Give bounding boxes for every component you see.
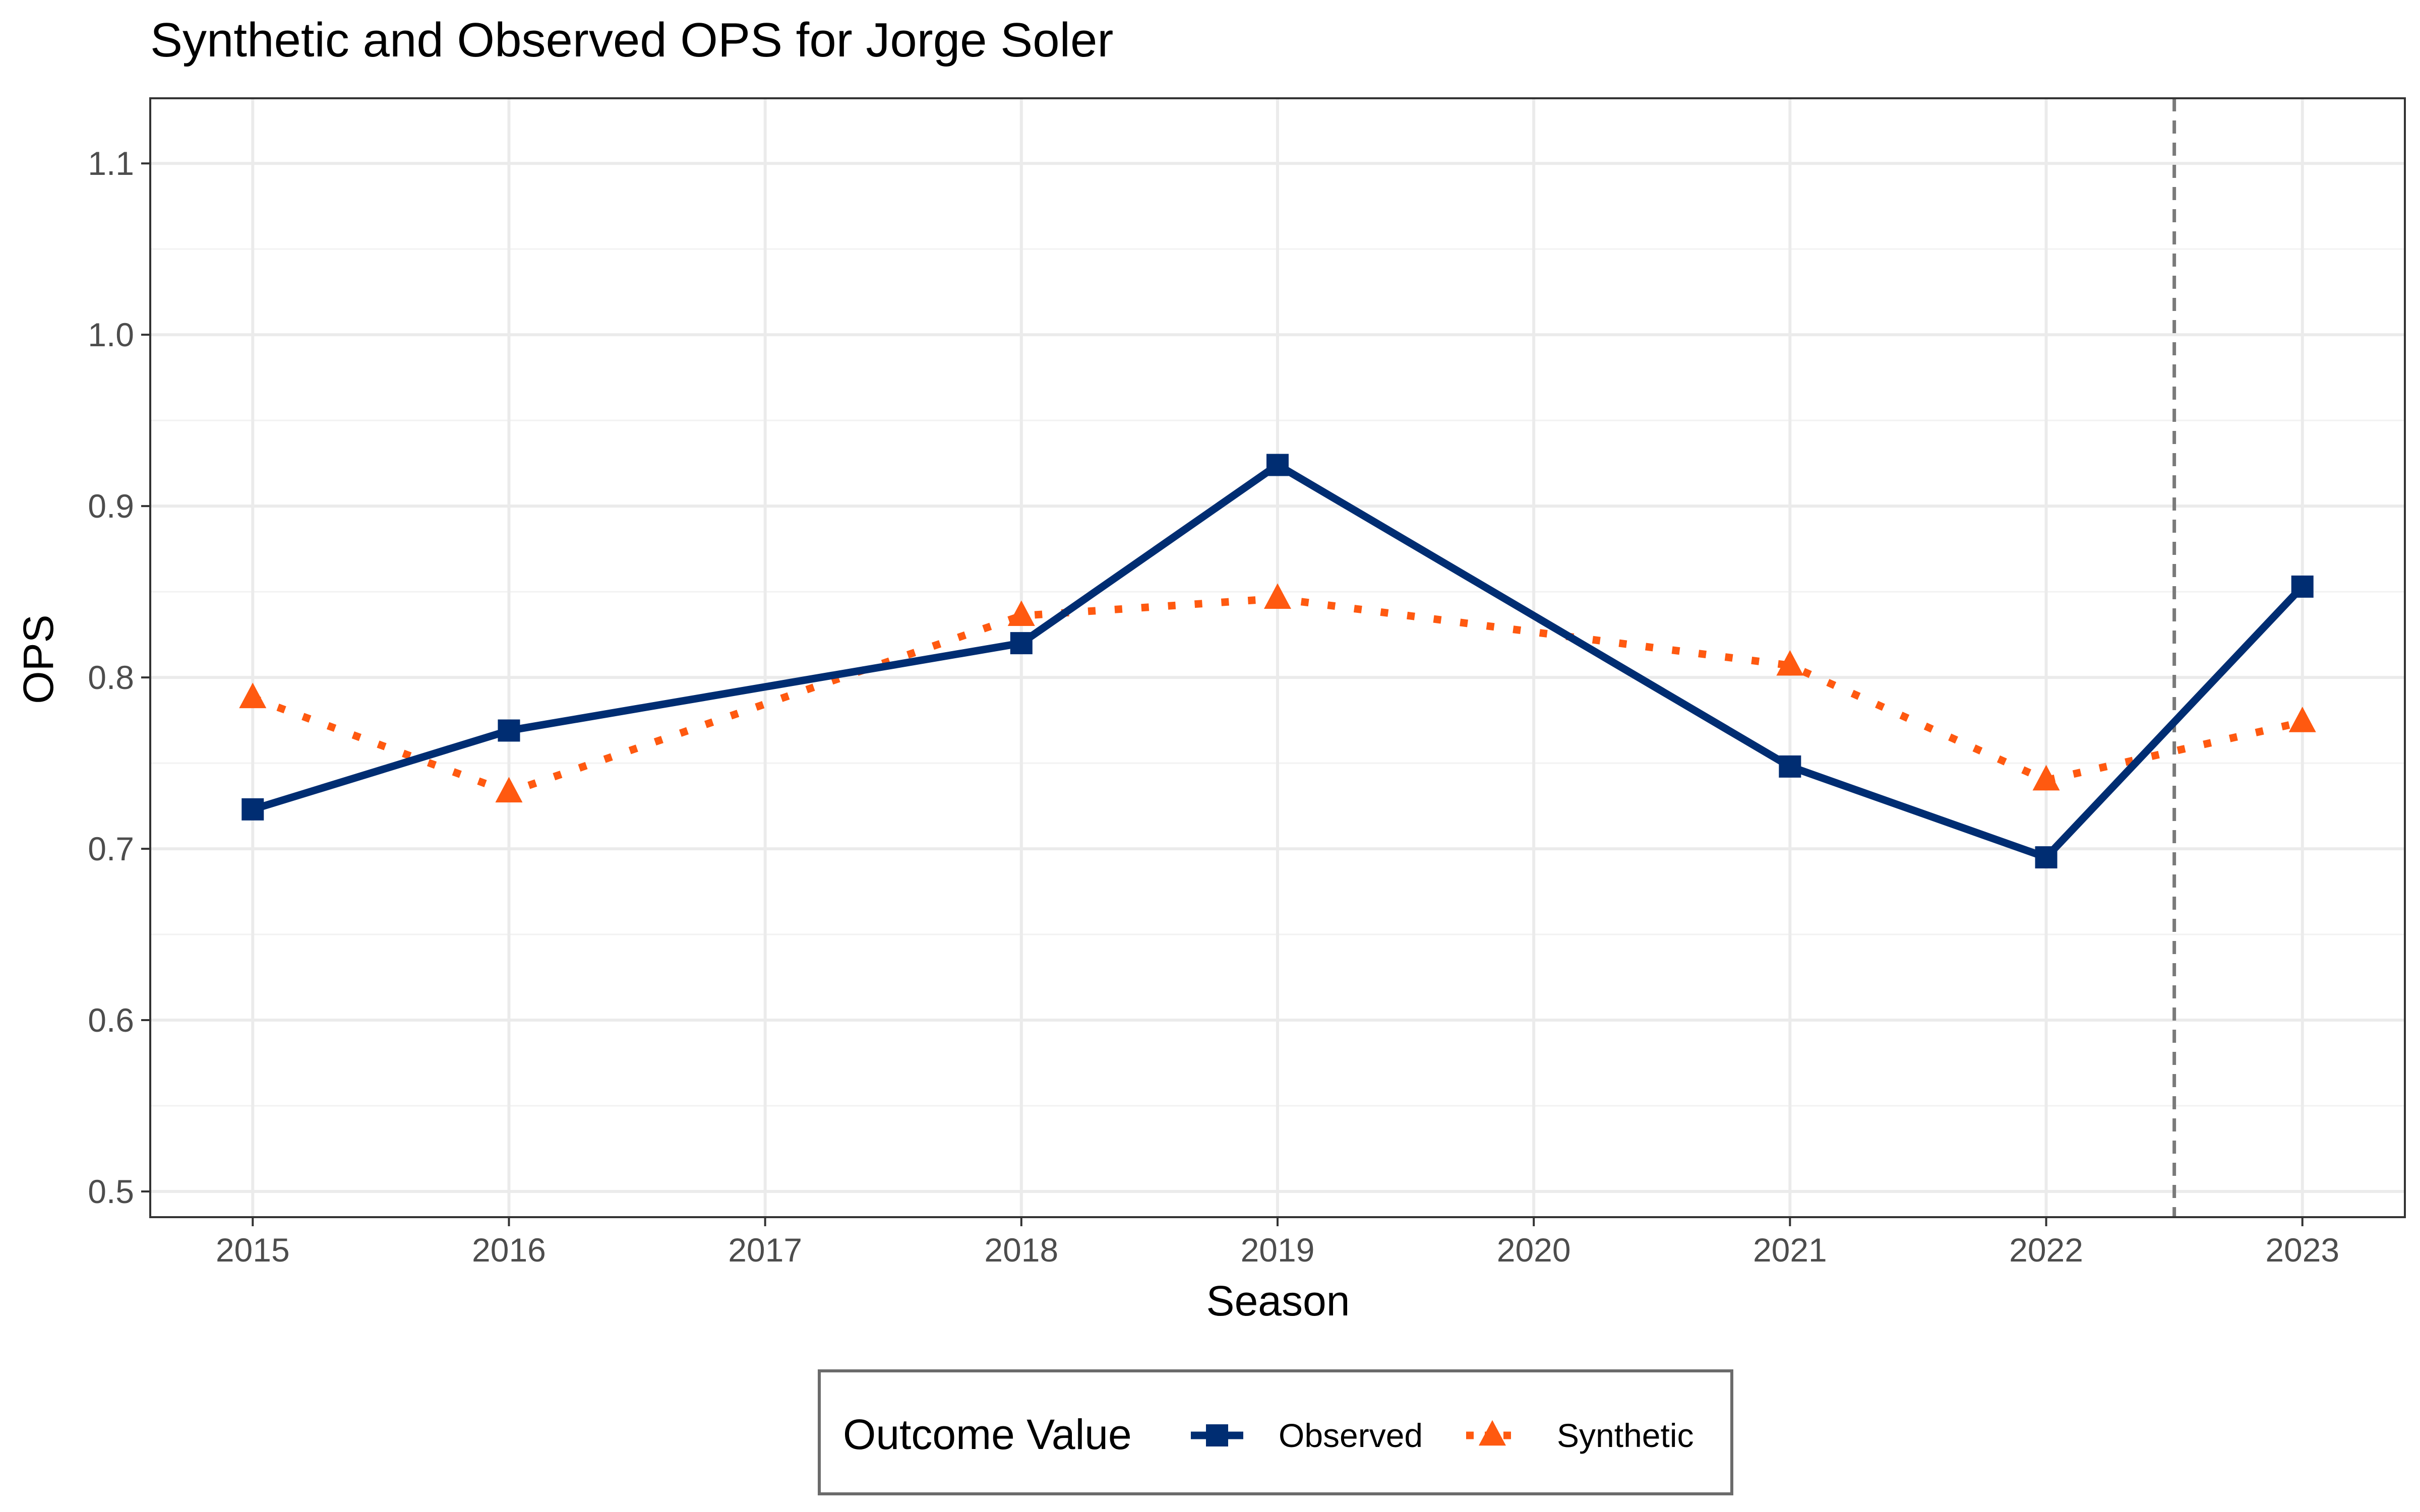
y-axis-title: OPS [15,614,62,704]
observed-point [2035,846,2058,869]
synthetic-point [1264,583,1291,609]
legend-label-observed: Observed [1279,1417,1423,1454]
observed-point [1779,755,1801,778]
x-tick-label: 2023 [2265,1231,2339,1269]
synthetic-point [2288,707,2316,732]
x-tick-label: 2022 [2009,1231,2083,1269]
plot-area: 0.5 0.6 0.7 0.8 0.9 1.0 1.1 2015 2016 2017 2018 201… [88,97,2406,1269]
x-tick-label: 2017 [728,1231,802,1269]
legend-title: Outcome Value [843,1411,1132,1458]
legend-key-synthetic-marker [1479,1420,1506,1446]
observed-point [2291,575,2314,598]
x-tick-label: 2021 [1753,1231,1827,1269]
observed-point [241,798,264,821]
chart-title: Synthetic and Observed OPS for Jorge Sol… [150,13,1113,67]
synthetic-point [1007,600,1035,626]
y-tick-label: 0.6 [88,1001,134,1039]
observed-point [498,719,520,742]
x-axis-title: Season [1206,1277,1350,1325]
observed-point [1010,632,1033,655]
legend: Outcome Value Observed Synthetic [818,1369,1733,1495]
legend-key-observed-marker [1206,1424,1228,1446]
synthetic-point [239,682,267,709]
synthetic-point [1776,650,1804,676]
x-tick-label: 2018 [984,1231,1058,1269]
synthetic-point [495,777,523,803]
x-tick-label: 2016 [472,1231,546,1269]
legend-label-synthetic: Synthetic [1557,1417,1693,1454]
y-tick-label: 0.9 [88,487,134,525]
legend-box [818,1369,1733,1495]
y-tick-label: 0.5 [88,1173,134,1210]
y-tick-label: 0.8 [88,659,134,696]
x-tick-label: 2019 [1241,1231,1315,1269]
x-tick-label: 2020 [1497,1231,1571,1269]
y-tick-label: 1.0 [88,316,134,353]
legend-items: Observed Synthetic [1191,1417,1693,1454]
y-tick-label: 1.1 [88,145,134,182]
observed-point [1266,454,1289,476]
x-tick-label: 2015 [216,1231,290,1269]
synthetic-point [2032,765,2060,791]
y-tick-label: 0.7 [88,830,134,867]
